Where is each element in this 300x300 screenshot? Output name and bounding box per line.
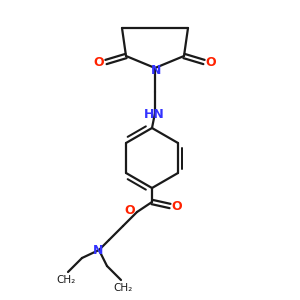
Text: CH₂: CH₂ bbox=[56, 275, 76, 285]
Text: O: O bbox=[172, 200, 182, 212]
Text: N: N bbox=[151, 64, 161, 76]
Text: CH₂: CH₂ bbox=[113, 283, 133, 293]
Text: N: N bbox=[93, 244, 103, 257]
Text: O: O bbox=[94, 56, 104, 68]
Text: O: O bbox=[206, 56, 216, 68]
Text: HN: HN bbox=[144, 109, 164, 122]
Text: O: O bbox=[125, 205, 135, 218]
